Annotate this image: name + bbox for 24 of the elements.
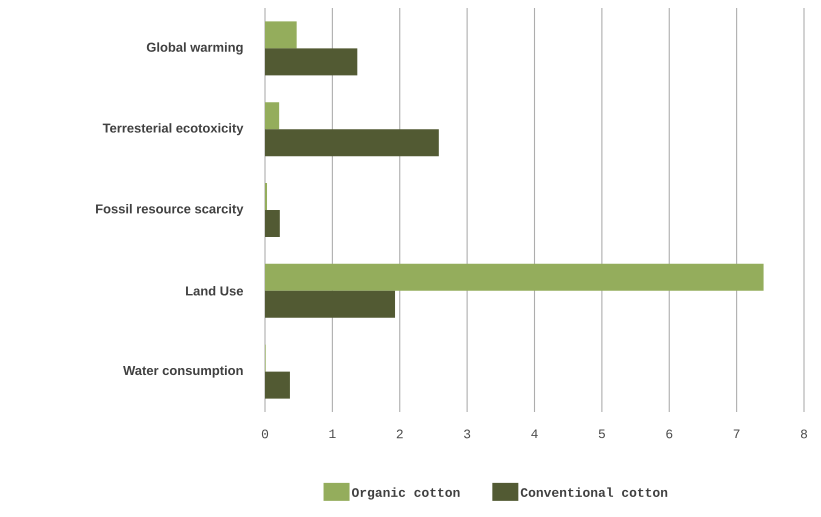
bar — [265, 129, 439, 156]
bar — [265, 102, 280, 130]
legend-label: Conventional cotton — [520, 487, 668, 497]
bar — [265, 290, 396, 318]
bar — [265, 21, 297, 48]
bar — [265, 264, 764, 291]
x-tick-label: 6 — [666, 430, 672, 438]
x-tick-label: 1 — [329, 430, 336, 438]
y-tick-label: Land Use — [186, 286, 244, 296]
bar — [265, 372, 290, 399]
y-tick-label: Water consumption — [123, 366, 243, 378]
bar — [265, 210, 280, 238]
x-tick-label: 4 — [531, 430, 538, 438]
y-tick-label: Fossil resource scarcity — [96, 204, 244, 216]
x-tick-label: 7 — [734, 430, 740, 438]
legend-label: Organic cotton — [352, 487, 460, 500]
x-tick-label: 5 — [598, 430, 605, 438]
bar — [265, 48, 358, 76]
x-tick-label: 0 — [262, 430, 268, 438]
y-tick-label: Terresterial ecotoxicity — [102, 123, 244, 136]
x-tick-label: 8 — [800, 430, 808, 438]
x-tick-label: 2 — [396, 430, 403, 438]
x-tick-label: 3 — [464, 430, 470, 438]
y-tick-label: Global warming — [146, 42, 243, 54]
